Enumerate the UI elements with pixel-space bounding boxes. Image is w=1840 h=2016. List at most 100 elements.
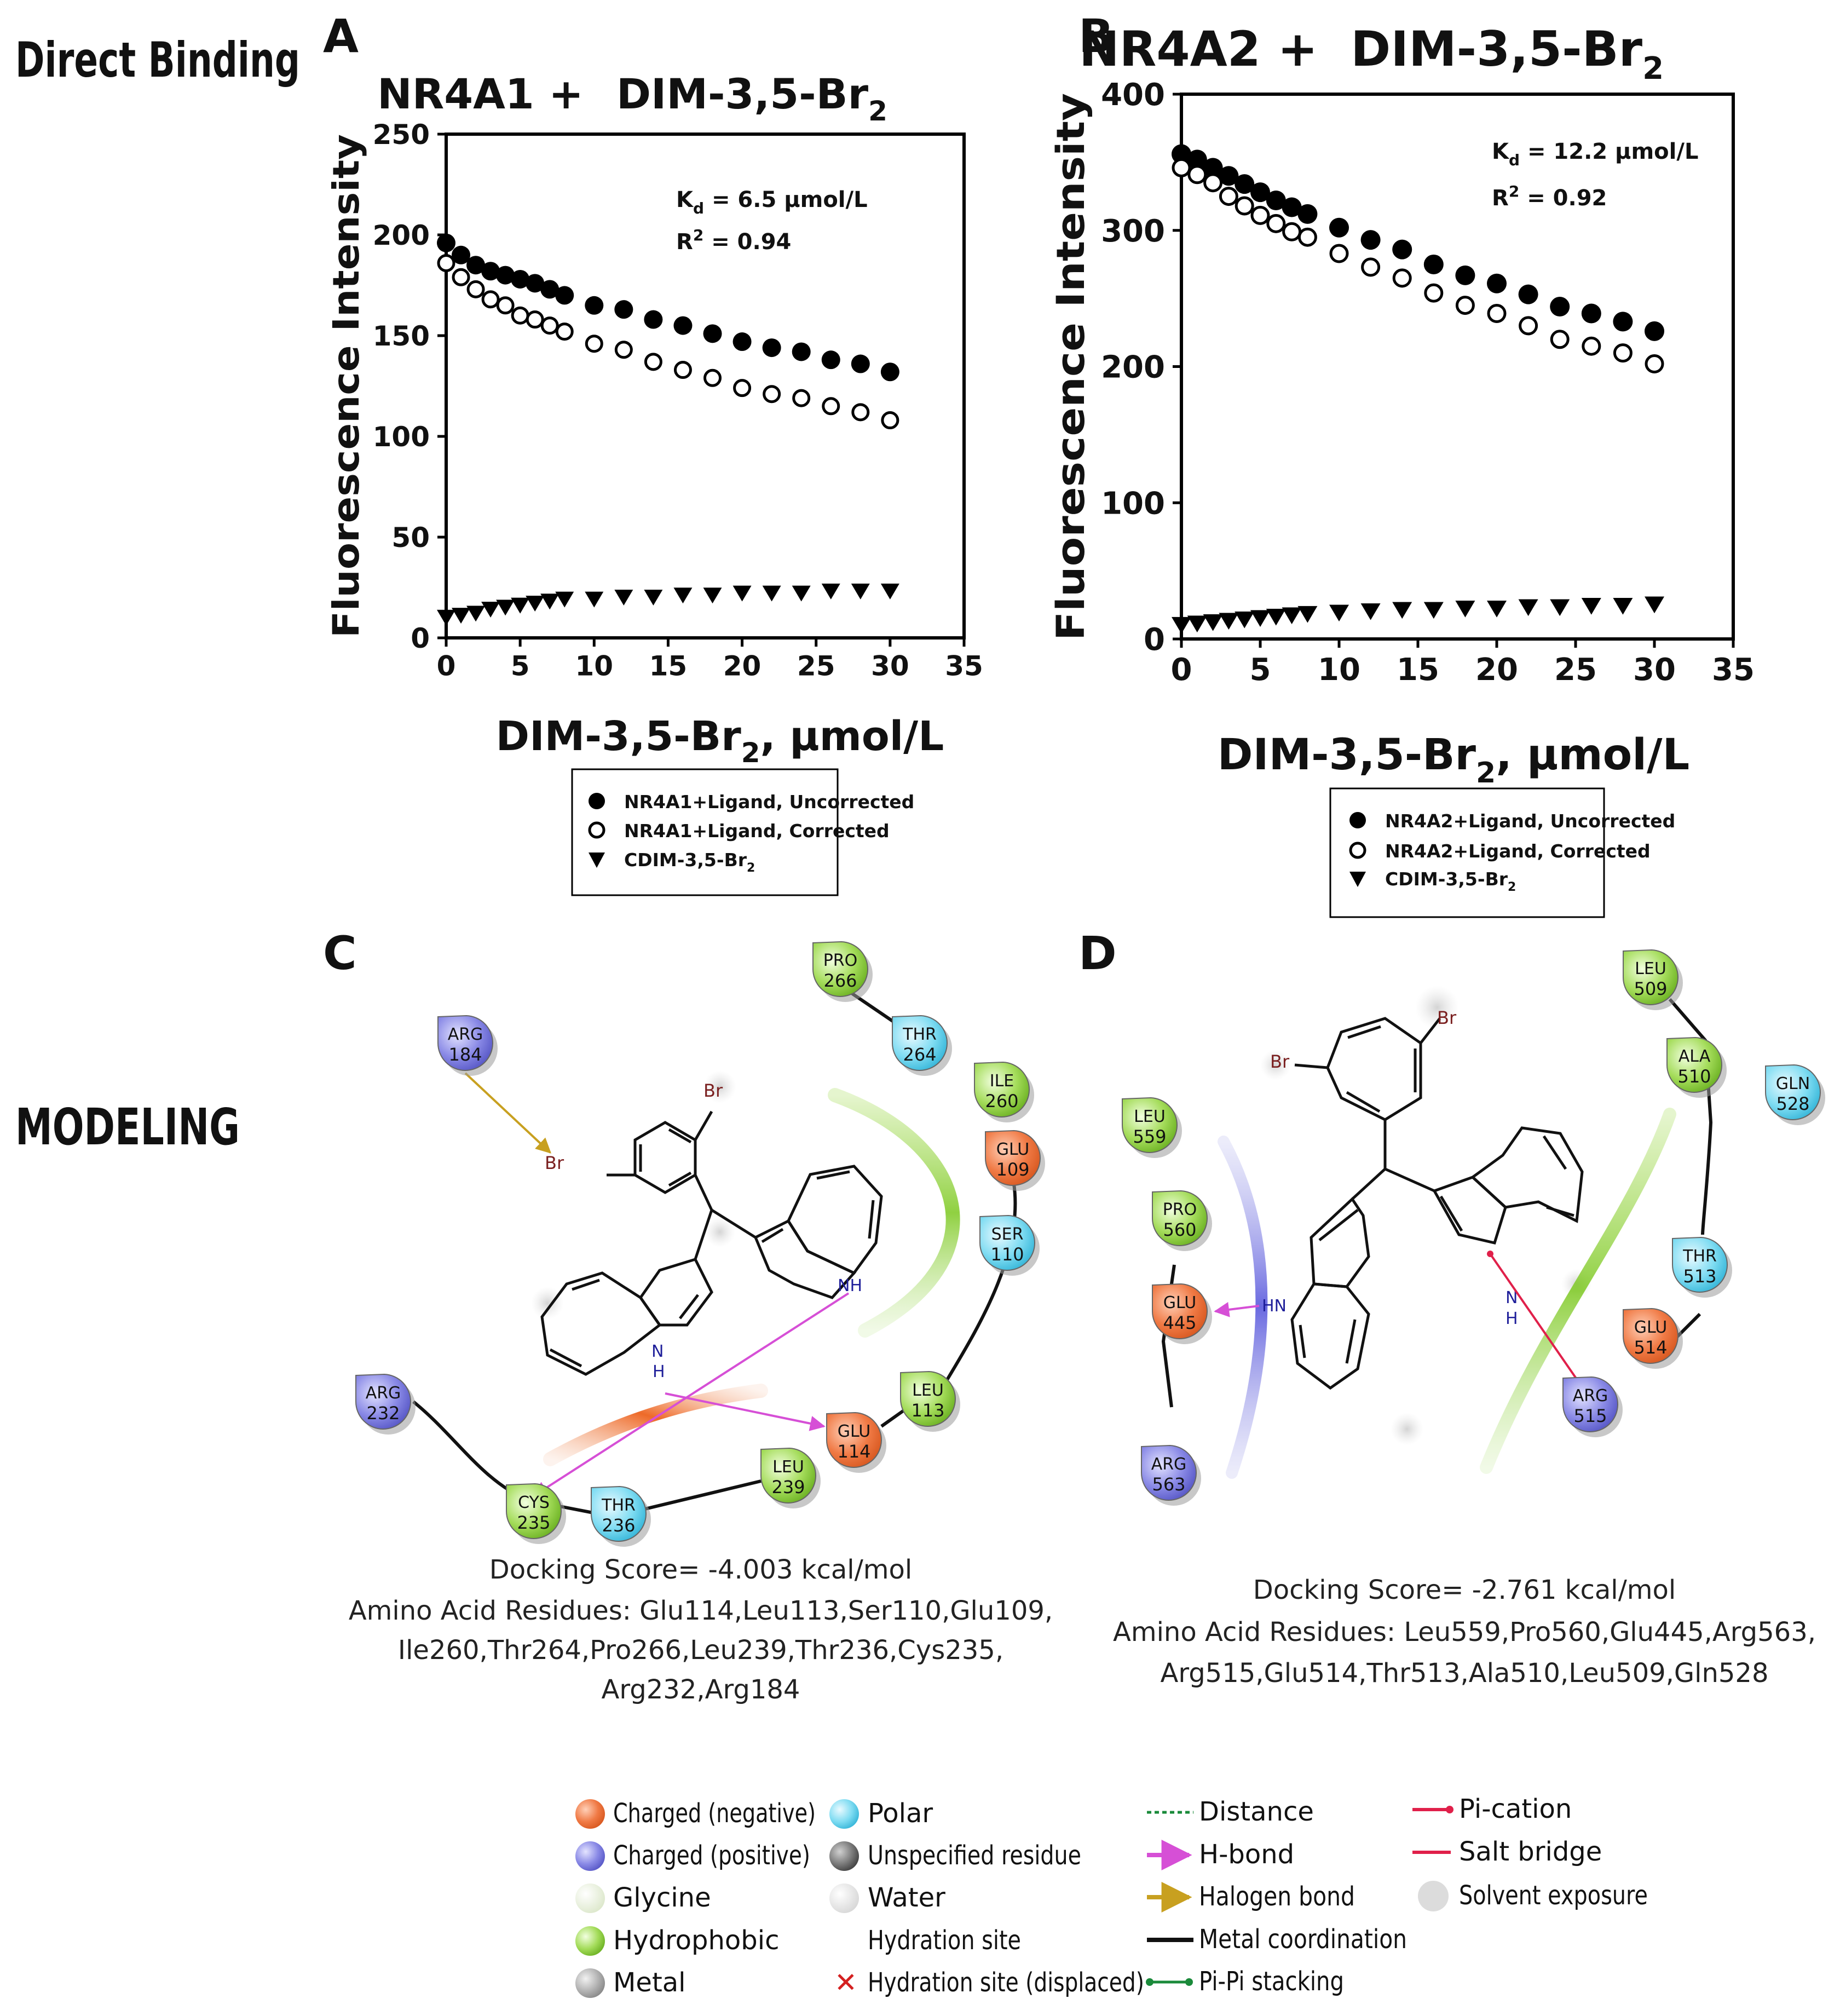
- chart-b-title: NR4A2 + DIM-3,5-Br2: [1079, 21, 1664, 87]
- key-halogen: Halogen bond: [1199, 1881, 1355, 1912]
- chart-a-xlabel: DIM-3,5-Br2, μmol/L: [496, 713, 944, 769]
- chart-b-ylabel: Fluorescence Intensity: [1048, 93, 1093, 641]
- residue-drop: [1672, 1236, 1728, 1293]
- data-point-corrected: [1645, 354, 1664, 374]
- data-point-uncorrected: [1392, 239, 1412, 260]
- x-tick-label: 35: [945, 650, 983, 682]
- data-point-cdim: [1550, 599, 1570, 617]
- residues-d-line1: Amino Acid Residues: Leu559,Pro560,Glu44…: [1113, 1617, 1816, 1648]
- chart-a-title-ligand: DIM-3,5-Br: [616, 70, 869, 118]
- data-point-uncorrected: [1203, 158, 1223, 178]
- key-polar-swatch: [829, 1799, 859, 1829]
- data-point-corrected: [452, 268, 470, 286]
- residue-name: SER: [991, 1225, 1024, 1244]
- y-tick-label: 0: [411, 623, 430, 654]
- data-point-corrected: [1424, 283, 1444, 303]
- residue-name: LEU: [1635, 959, 1666, 978]
- residue-drop: [979, 1214, 1035, 1271]
- residue-name: THR: [1682, 1247, 1717, 1266]
- data-point-cdim: [1613, 598, 1633, 615]
- data-point-uncorrected: [511, 269, 530, 289]
- data-point-cdim: [703, 587, 722, 604]
- y-tick-label: 50: [391, 522, 430, 554]
- y-tick-label: 150: [373, 320, 430, 352]
- chart-b-r2-sup: 2: [1509, 182, 1519, 200]
- data-point-uncorrected: [1455, 265, 1475, 285]
- data-point-uncorrected: [703, 324, 722, 343]
- data-point-corrected: [1582, 336, 1601, 356]
- hbond-c-1: [532, 1292, 850, 1497]
- key-distance: Distance: [1199, 1796, 1314, 1827]
- residue-name: ILE: [990, 1072, 1014, 1091]
- data-point-cdim: [673, 587, 693, 604]
- y-tick-label: 300: [1101, 214, 1165, 249]
- x-tick-label: 25: [1554, 652, 1597, 688]
- residue-number: 559: [1133, 1126, 1166, 1147]
- residue-drop: [355, 1373, 411, 1430]
- x-tick-label: 0: [1171, 652, 1192, 688]
- x-tick-label: 20: [1475, 652, 1518, 688]
- data-point-uncorrected: [1645, 321, 1664, 341]
- chart-a-kd-sub: d: [693, 199, 704, 217]
- data-point-cdim: [821, 583, 840, 600]
- residue-number: 563: [1152, 1474, 1185, 1495]
- data-point-cdim: [1329, 604, 1349, 622]
- data-point-cdim: [1172, 617, 1191, 634]
- residue-name: THR: [601, 1496, 636, 1515]
- data-point-corrected: [1329, 244, 1349, 263]
- residue-name: CYS: [518, 1493, 550, 1512]
- data-point-uncorrected: [585, 296, 604, 315]
- residue-number: 109: [996, 1159, 1029, 1180]
- data-point-corrected: [466, 280, 485, 298]
- key-unspecified-swatch: [829, 1841, 859, 1871]
- data-point-corrected: [733, 379, 752, 398]
- y-tick-label: 100: [373, 421, 430, 453]
- y-tick-label: 100: [1101, 486, 1165, 521]
- residue-number: 445: [1163, 1312, 1196, 1333]
- data-point-cdim: [1392, 602, 1412, 619]
- y-tick-label: 0: [1144, 622, 1165, 658]
- legend-a-open-circle: [588, 821, 605, 839]
- atom-br-d1: Br: [1270, 1051, 1290, 1072]
- x-tick-label: 20: [723, 650, 762, 682]
- residue-name: ARG: [448, 1025, 483, 1044]
- interaction-key: Charged (negative) Charged (positive) Gl…: [575, 1794, 1648, 1998]
- residue-number: 110: [990, 1244, 1024, 1265]
- x-tick-label: 10: [1318, 652, 1360, 688]
- chart-a-r2: R2 = 0.94: [676, 226, 791, 255]
- chart-a-kd-value: = 6.5 μmol/L: [704, 187, 868, 212]
- data-point-uncorrected: [540, 280, 560, 299]
- residue-drop: [1152, 1283, 1208, 1339]
- legend-a-filled-circle: [589, 793, 605, 809]
- data-point-uncorrected: [1297, 204, 1318, 224]
- residues-c-line3: Arg232,Arg184: [602, 1674, 800, 1705]
- key-positive: Charged (positive): [613, 1840, 810, 1871]
- pi-cation-d-dot: [1487, 1251, 1493, 1257]
- chart-a-frame: [445, 133, 966, 640]
- chart-a-r2-value: = 0.94: [703, 229, 791, 255]
- data-point-corrected: [437, 254, 455, 273]
- chart-a-r2-label: R: [676, 229, 693, 255]
- chart-a-xlabel-sub: 2: [741, 737, 760, 769]
- data-point-corrected: [1297, 227, 1317, 247]
- data-point-cdim: [526, 595, 545, 612]
- residue-drop: [812, 941, 868, 997]
- key-hbond: H-bond: [1199, 1839, 1294, 1870]
- key-water: Water: [868, 1882, 945, 1913]
- residue-name: THR: [902, 1025, 937, 1044]
- atom-n-c2: N: [651, 1342, 664, 1361]
- ligand-c: [540, 1110, 883, 1376]
- atom-br-d2: Br: [1437, 1007, 1457, 1028]
- data-point-cdim: [481, 602, 500, 618]
